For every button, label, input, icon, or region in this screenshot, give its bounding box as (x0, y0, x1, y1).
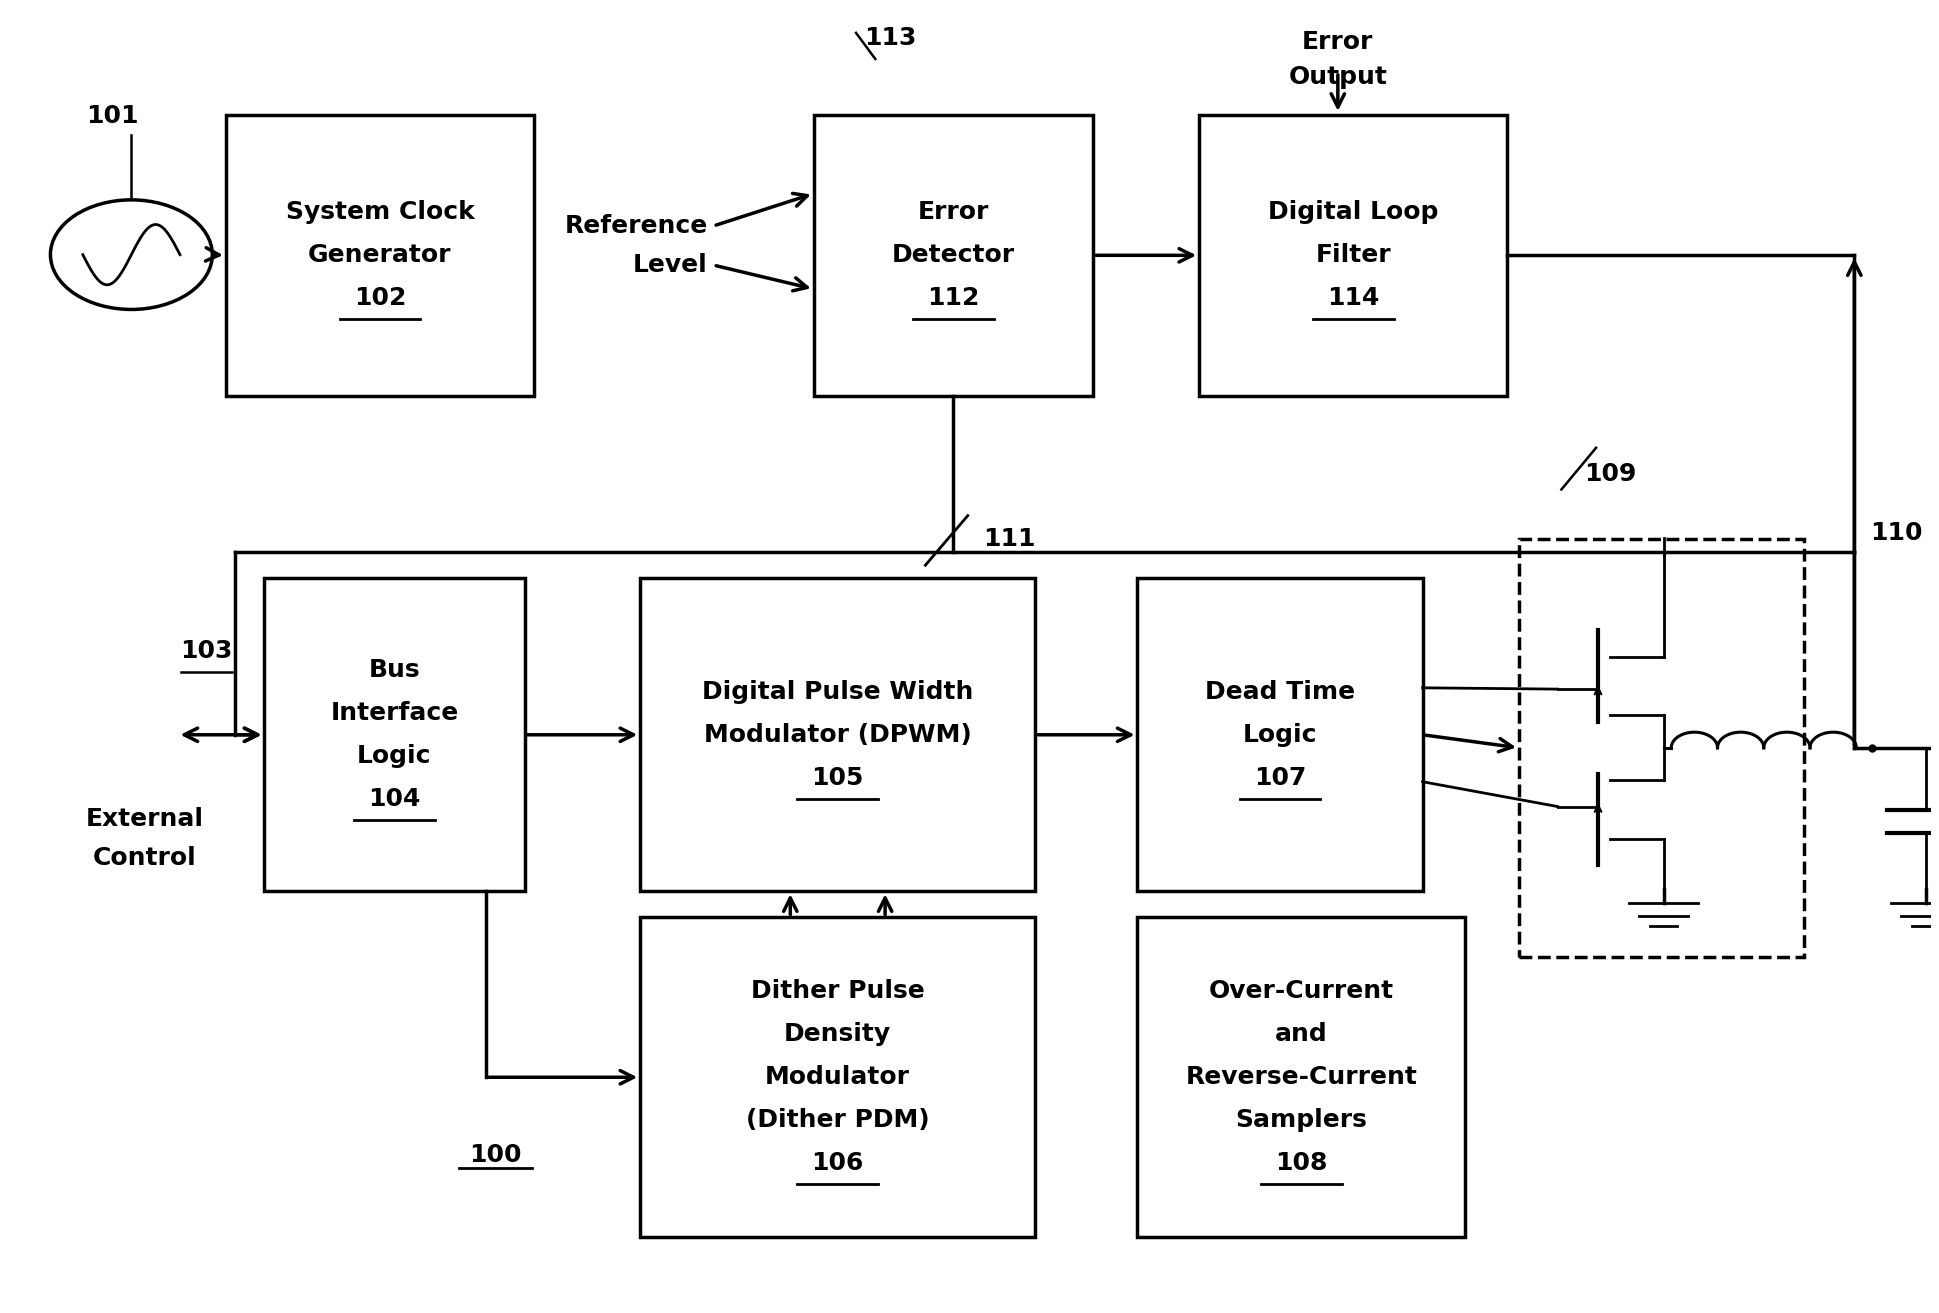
Text: Dither Pulse: Dither Pulse (750, 979, 925, 1003)
Text: 102: 102 (353, 286, 405, 310)
Text: Modulator: Modulator (764, 1065, 909, 1090)
Text: 114: 114 (1326, 286, 1379, 310)
Text: Reference: Reference (564, 214, 708, 238)
Text: and: and (1274, 1023, 1326, 1046)
Text: Samplers: Samplers (1235, 1108, 1367, 1132)
Text: Dead Time: Dead Time (1204, 680, 1353, 704)
Text: 109: 109 (1584, 462, 1637, 486)
Bar (640, 578, 1035, 892)
Text: Generator: Generator (308, 243, 452, 268)
Bar (1198, 116, 1507, 395)
Text: Filter: Filter (1315, 243, 1390, 268)
Text: 111: 111 (983, 527, 1035, 551)
Bar (225, 116, 533, 395)
Text: 107: 107 (1253, 765, 1305, 790)
Text: 104: 104 (368, 788, 421, 811)
Text: Output: Output (1287, 66, 1386, 89)
Text: 103: 103 (180, 639, 233, 663)
Text: 100: 100 (469, 1142, 522, 1167)
Text: Logic: Logic (1243, 722, 1317, 747)
Text: Over-Current: Over-Current (1208, 979, 1392, 1003)
Text: Logic: Logic (357, 744, 432, 768)
Text: Level: Level (632, 253, 708, 277)
Bar (264, 578, 524, 892)
Bar (812, 116, 1092, 395)
Bar (1136, 918, 1464, 1237)
Text: Control: Control (93, 846, 196, 869)
Text: Modulator (DPWM): Modulator (DPWM) (704, 722, 971, 747)
Bar (640, 918, 1035, 1237)
Text: Detector: Detector (892, 243, 1014, 268)
Text: 106: 106 (811, 1152, 863, 1175)
Text: (Dither PDM): (Dither PDM) (745, 1108, 929, 1132)
Text: System Clock: System Clock (285, 201, 475, 225)
Text: Digital Loop: Digital Loop (1268, 201, 1437, 225)
Text: 112: 112 (927, 286, 979, 310)
Text: 101: 101 (85, 104, 138, 129)
Text: 113: 113 (865, 26, 917, 50)
Text: Density: Density (783, 1023, 890, 1046)
Text: 108: 108 (1274, 1152, 1326, 1175)
Bar (1136, 578, 1421, 892)
Bar (1518, 540, 1803, 957)
Text: 105: 105 (811, 765, 863, 790)
Text: Digital Pulse Width: Digital Pulse Width (702, 680, 973, 704)
Text: Interface: Interface (330, 701, 458, 725)
Text: External: External (85, 806, 204, 831)
Text: Bus: Bus (368, 658, 421, 683)
Text: 110: 110 (1869, 520, 1922, 545)
Text: Error: Error (917, 201, 989, 225)
Text: Reverse-Current: Reverse-Current (1185, 1065, 1415, 1090)
Text: Error: Error (1301, 30, 1373, 54)
